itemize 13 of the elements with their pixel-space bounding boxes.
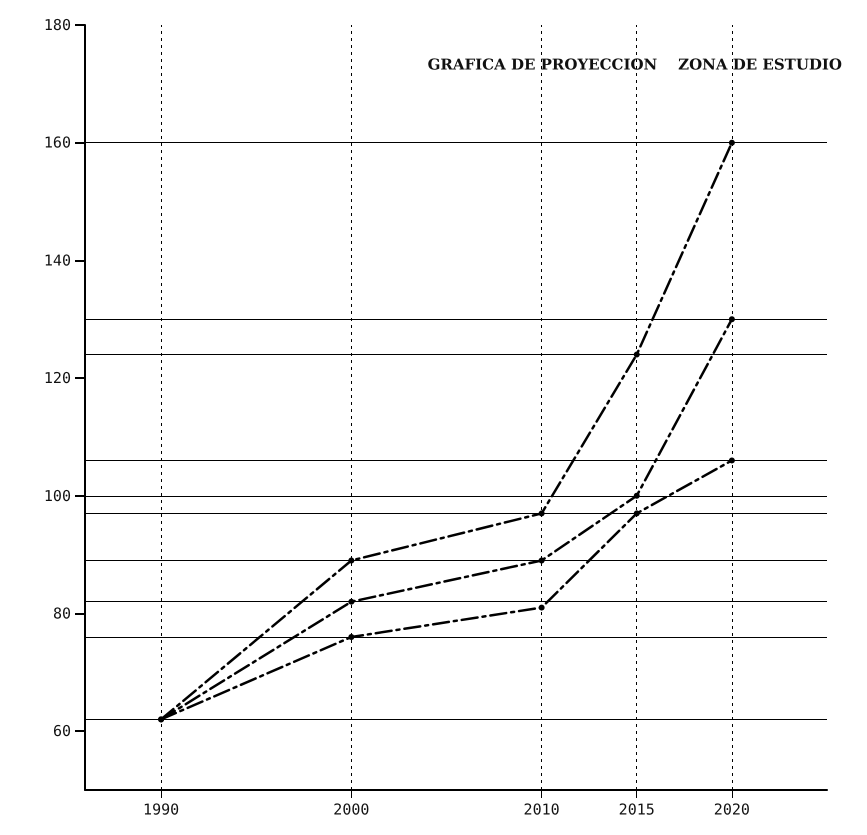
x-tick-label: 2000 <box>333 800 370 818</box>
y-tick-label: 80 <box>52 604 71 622</box>
text: GRAFICA DE PROYECCION ZONA DE ESTUDIO <box>428 56 842 74</box>
y-tick-label: 140 <box>44 251 71 270</box>
x-tick-label: 1990 <box>143 800 180 818</box>
y-tick-label: 160 <box>44 134 71 152</box>
y-tick-label: 180 <box>44 16 71 34</box>
y-tick-label: 60 <box>52 722 71 740</box>
x-tick-label: 2020 <box>714 800 750 818</box>
x-tick-label: 2015 <box>618 800 655 818</box>
y-tick-label: 120 <box>44 369 71 388</box>
x-tick-label: 2010 <box>524 800 560 818</box>
y-tick-label: 100 <box>44 486 71 505</box>
